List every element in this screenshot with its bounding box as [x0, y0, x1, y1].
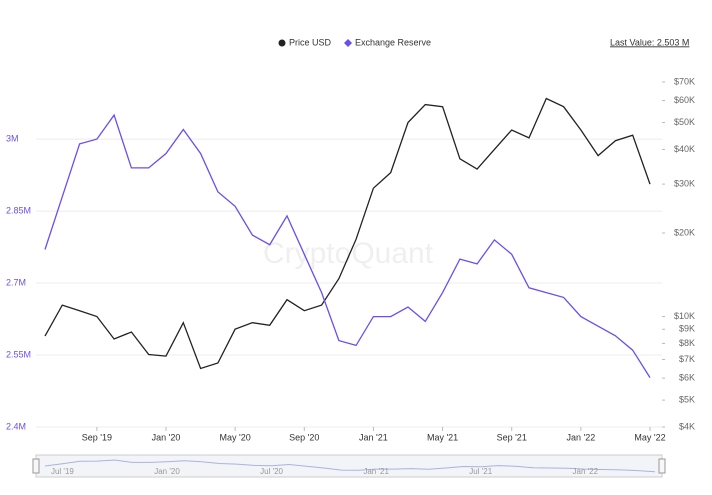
- x-tick-label: Jan '21: [359, 432, 388, 442]
- navigator-handle[interactable]: [658, 458, 666, 474]
- legend-label: Price USD: [289, 37, 332, 47]
- navigator-tick-label: Jul '21: [469, 467, 492, 476]
- y2-tick-label: $30K: [674, 178, 695, 188]
- x-tick-label: Jan '20: [152, 432, 181, 442]
- watermark: CryptoQuant: [263, 237, 434, 270]
- y-tick-label: 3M: [6, 133, 19, 143]
- y2-tick-label: $7K: [679, 354, 695, 364]
- navigator-tick-label: Jan '22: [573, 467, 599, 476]
- navigator-tick-label: Jan '20: [154, 467, 180, 476]
- y-tick-label: 2.85M: [6, 205, 31, 215]
- navigator-tick-label: Jul '20: [260, 467, 283, 476]
- x-tick-label: May '22: [634, 432, 665, 442]
- legend-marker: [344, 39, 353, 47]
- x-tick-label: Sep '20: [289, 432, 319, 442]
- x-tick-label: Jan '22: [566, 432, 595, 442]
- x-tick-label: Sep '21: [497, 432, 527, 442]
- y2-tick-label: $5K: [679, 394, 695, 404]
- y2-tick-label: $40K: [674, 144, 695, 154]
- y2-tick-label: $50K: [674, 117, 695, 127]
- x-tick-label: May '20: [220, 432, 251, 442]
- series-line: [44, 97, 651, 370]
- y2-tick-label: $4K: [679, 421, 695, 431]
- y2-tick-label: $60K: [674, 95, 695, 105]
- y2-tick-label: $10K: [674, 311, 695, 321]
- navigator-tick-label: Jul '19: [51, 467, 74, 476]
- y2-tick-label: $9K: [679, 324, 695, 334]
- navigator-handle[interactable]: [32, 458, 40, 474]
- y2-tick-label: $6K: [679, 372, 695, 382]
- navigator-tick-label: Jan '21: [363, 467, 389, 476]
- last-value: Last Value: 2.503 M: [610, 37, 689, 47]
- series-line: [44, 113, 651, 378]
- y-tick-label: 2.4M: [6, 421, 26, 431]
- x-tick-label: May '21: [427, 432, 458, 442]
- legend-marker: [278, 39, 286, 47]
- x-tick-label: Sep '19: [82, 432, 112, 442]
- navigator-line: [44, 459, 656, 473]
- y2-tick-label: $8K: [679, 338, 695, 348]
- y2-tick-label: $70K: [674, 76, 695, 86]
- legend-label: Exchange Reserve: [355, 37, 431, 47]
- navigator[interactable]: [35, 454, 663, 478]
- y2-tick-label: $20K: [674, 227, 695, 237]
- y-tick-label: 2.55M: [6, 349, 31, 359]
- y-tick-label: 2.7M: [6, 277, 26, 287]
